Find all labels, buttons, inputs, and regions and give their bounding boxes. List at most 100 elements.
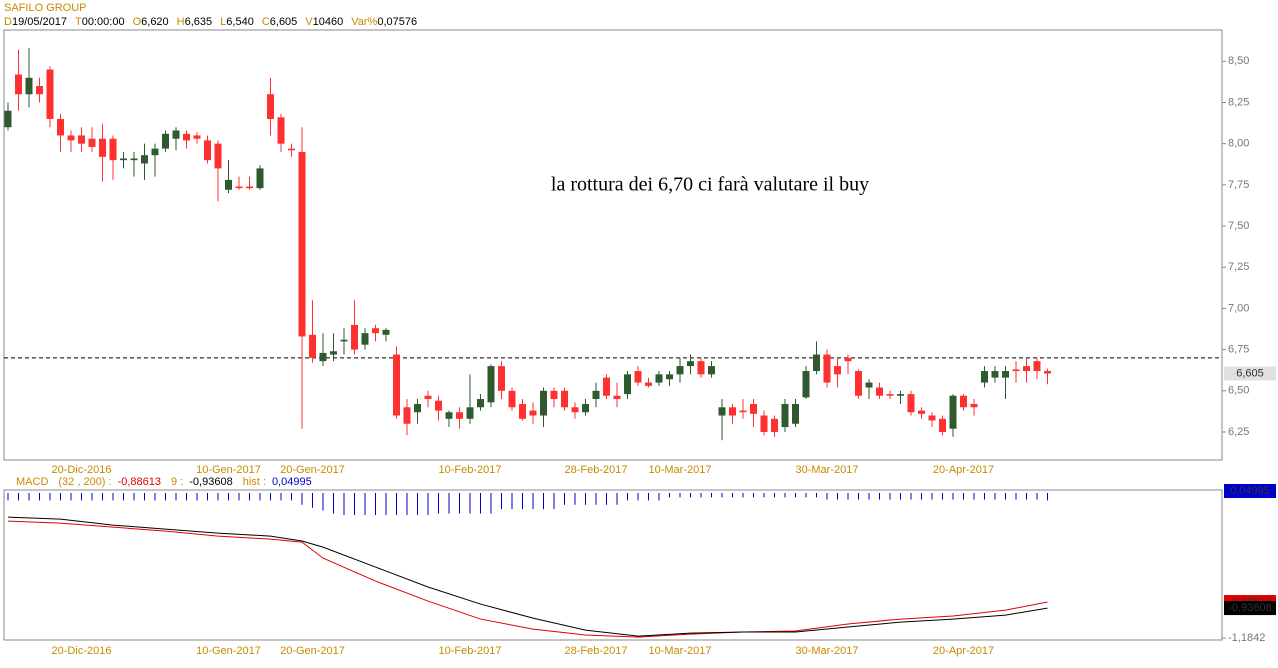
candle-body <box>162 133 169 149</box>
candle-body <box>466 407 474 419</box>
candle-body <box>393 354 400 416</box>
candle-body <box>298 151 306 337</box>
x-tick-label: 30-Mar-2017 <box>796 464 859 476</box>
candle-body <box>739 410 747 413</box>
candle-body <box>582 403 589 413</box>
candle-body <box>529 410 537 416</box>
candle-body <box>508 390 516 408</box>
y-tick-label: 6,50 <box>1228 385 1249 397</box>
candle-body <box>25 77 33 95</box>
candle-body <box>550 390 558 400</box>
legend-name: 9 : <box>171 476 183 488</box>
candle-body <box>277 117 285 144</box>
field-value: 0,07576 <box>377 16 417 28</box>
candle-body <box>939 418 946 432</box>
candle-body <box>540 390 547 416</box>
candle-body <box>130 158 138 161</box>
y-tick-label: 8,25 <box>1228 96 1249 108</box>
candle-body <box>78 135 85 144</box>
candle-body <box>372 328 379 334</box>
x-tick-label: 10-Gen-2017 <box>196 464 261 476</box>
candle-body <box>1033 361 1041 372</box>
last-price-label: 6,605 <box>1236 367 1264 379</box>
candle-body <box>613 395 621 400</box>
x-tick-label: 10-Gen-2017 <box>196 645 261 657</box>
field-key: Var% <box>351 16 377 28</box>
candle-body <box>834 366 841 375</box>
candle-body <box>823 354 831 383</box>
candle-body <box>666 374 673 380</box>
candle-body <box>718 407 726 416</box>
candle-body <box>634 371 642 383</box>
y-tick-label: 7,00 <box>1228 302 1249 314</box>
candle-body <box>918 410 925 414</box>
candle-body <box>445 412 453 419</box>
annotation: la rottura dei 6,70 ci farà valutare il … <box>551 174 869 196</box>
header-fields: D19/05/2017 T00:00:00 O6,620 H6,635 L6,540 C6… <box>4 16 417 28</box>
price-panel <box>3 29 1223 461</box>
x-tick-label: 20-Apr-2017 <box>933 464 994 476</box>
x-tick-label: 20-Apr-2017 <box>933 645 994 657</box>
x-tick-label: 10-Mar-2017 <box>649 464 712 476</box>
candle-body <box>697 361 705 375</box>
candle-body <box>886 394 894 396</box>
candle-body <box>571 407 579 413</box>
candle-body <box>729 407 736 416</box>
candle-body <box>855 371 862 396</box>
x-tick-label: 28-Feb-2017 <box>565 645 628 657</box>
macd-header: MACD (32 , 200) : -0,88613 9 : -0,93608 hist … <box>16 476 312 488</box>
candle-body <box>687 361 694 367</box>
field-key: T <box>75 16 82 28</box>
candle-body <box>340 339 348 342</box>
candle-body <box>414 403 421 413</box>
y-tick-label: 7,50 <box>1228 220 1249 232</box>
candle-body <box>771 418 778 432</box>
candle-body <box>351 324 358 350</box>
series-value-label: -0,93608 <box>1228 602 1271 614</box>
field-value: 10460 <box>313 16 344 28</box>
candle-body <box>498 366 505 391</box>
legend-value: -0,93608 <box>189 476 232 488</box>
candle-body <box>876 387 883 396</box>
candle-body <box>204 140 211 161</box>
candle-body <box>46 69 54 119</box>
x-tick-label: 30-Mar-2017 <box>796 645 859 657</box>
legend-value: 0,04995 <box>272 476 312 488</box>
legend-name: (32 , 200) : <box>58 476 111 488</box>
candle-body <box>15 74 22 95</box>
candle-body <box>225 179 232 190</box>
candle-body <box>960 395 967 408</box>
candle-body <box>603 377 610 396</box>
field-value: 6,620 <box>141 16 169 28</box>
candle-body <box>330 351 337 355</box>
candle-body <box>456 412 463 419</box>
candle-body <box>214 143 222 169</box>
candle-body <box>435 400 442 411</box>
candle-body <box>760 415 768 432</box>
y-tick-label: 8,00 <box>1228 138 1249 150</box>
legend-value: -0,88613 <box>118 476 161 488</box>
series-value-box <box>1224 601 1276 616</box>
candle-body <box>561 390 568 408</box>
field-value: 6,635 <box>185 16 213 28</box>
macd-panel <box>3 489 1223 641</box>
field-key: D <box>4 16 12 28</box>
candle-body <box>645 382 652 386</box>
candle-body <box>487 366 495 403</box>
x-tick-label: 20-Gen-2017 <box>280 464 345 476</box>
candle-body <box>403 407 411 424</box>
candle-body <box>361 333 369 345</box>
candle-body <box>592 390 600 400</box>
macd-line <box>7 520 1048 638</box>
candle-body <box>1012 369 1020 372</box>
y-tick-label: 6,25 <box>1228 426 1249 438</box>
field-key: O <box>133 16 142 28</box>
candle-body <box>382 329 390 335</box>
candle-body <box>708 366 715 375</box>
candle-body <box>4 110 12 128</box>
x-tick-label: 20-Gen-2017 <box>280 645 345 657</box>
x-tick-label: 10-Mar-2017 <box>649 645 712 657</box>
candle-body <box>655 374 663 383</box>
macd-line <box>7 516 1048 637</box>
candle-body <box>991 371 999 378</box>
